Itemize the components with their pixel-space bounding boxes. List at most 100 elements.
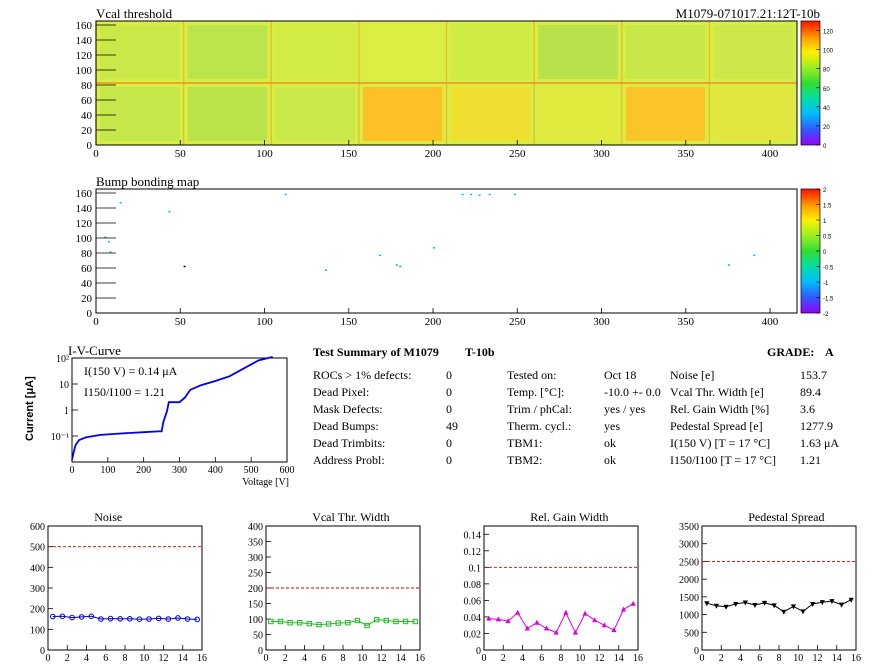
data-point xyxy=(306,620,313,627)
data-point xyxy=(268,618,274,625)
x-tick-label: 16 xyxy=(851,653,861,664)
data-point xyxy=(848,597,854,603)
x-tick-label: 0 xyxy=(93,148,99,160)
roc-tile xyxy=(713,25,793,79)
x-tick-label: 12 xyxy=(813,653,823,664)
data-point xyxy=(393,618,399,625)
dead-bump-point xyxy=(379,254,382,256)
palette-tick-label: 40 xyxy=(823,106,830,112)
iv-x-tick-label: 600 xyxy=(280,465,295,476)
y-tick-label: 80 xyxy=(81,248,93,260)
y-tick-label: 0 xyxy=(87,140,93,152)
y-tick-label: 0 xyxy=(40,646,45,657)
y-tick-label: 1500 xyxy=(679,593,699,604)
x-tick-label: 4 xyxy=(738,653,743,664)
vcal-palette-ticks: 0 20 40 60 80 100 120 xyxy=(816,30,834,150)
x-tick-label: 10 xyxy=(357,653,367,664)
y-tick-label: 3000 xyxy=(679,540,699,551)
y-tick-label: 100 xyxy=(76,233,93,245)
data-point xyxy=(325,621,332,627)
y-tick-label: 400 xyxy=(248,522,263,533)
data-point xyxy=(611,627,617,633)
x-tick-label: 350 xyxy=(678,148,695,160)
y-tick-label: 160 xyxy=(76,20,93,32)
data-point xyxy=(524,625,530,631)
data-point xyxy=(620,606,627,612)
summary-value: 1277.9 xyxy=(800,419,833,433)
data-point xyxy=(412,618,418,625)
palette-tick-label: -2 xyxy=(823,312,829,318)
vcal-palette-bar xyxy=(800,20,821,146)
x-tick-label: 6 xyxy=(539,653,544,664)
bump-color-palette: -2 -1.5 -1 -0.5 0 0.5 1 1.5 2 xyxy=(800,188,834,318)
data-point xyxy=(194,616,200,623)
iv-x-label: Voltage [V] xyxy=(242,477,289,488)
y-tick-label: 100 xyxy=(248,615,263,626)
data-point xyxy=(601,622,607,628)
summary-value: 1.21 xyxy=(800,453,821,467)
data-point xyxy=(592,617,598,623)
y-tick-label: 0.06 xyxy=(464,596,482,607)
x-tick-label: 0 xyxy=(264,653,269,664)
data-point xyxy=(790,604,797,610)
iv-x-tick-label: 100 xyxy=(100,465,115,476)
roc-tile xyxy=(362,87,443,141)
roc-tile xyxy=(275,87,355,141)
y-tick-label: 250 xyxy=(248,569,263,580)
summary-plot-title: Pedestal Spread xyxy=(748,510,824,524)
x-tick-label: 14 xyxy=(178,653,188,664)
y-tick-label: 20 xyxy=(81,125,93,137)
dead-bump-point xyxy=(470,193,473,196)
y-tick-label: 300 xyxy=(248,553,263,564)
palette-tick-label: 120 xyxy=(823,30,834,36)
data-point xyxy=(704,601,710,607)
iv-curve-frame xyxy=(71,357,288,463)
roc-tile xyxy=(538,87,618,141)
summary-value: 0 xyxy=(446,436,452,450)
dead-bump-point xyxy=(104,236,107,238)
roc-tile xyxy=(538,25,618,79)
summary-label: Rel. Gain Width [%] xyxy=(670,402,769,416)
data-point xyxy=(69,614,75,621)
summary-label: Tested on: xyxy=(507,368,556,382)
vcal-map-plot xyxy=(95,20,798,146)
y-tick-label: 2000 xyxy=(679,575,699,586)
x-tick-label: 6 xyxy=(103,653,108,664)
dead-bump-point xyxy=(478,194,481,196)
y-tick-label: 140 xyxy=(76,35,93,47)
bump-map-y-axis: 0 20 40 60 80 100 120 140 160 xyxy=(76,188,116,320)
summary-label: Noise [e] xyxy=(670,368,714,382)
summary-grade-label: GRADE: xyxy=(767,345,814,359)
x-tick-label: 8 xyxy=(777,653,782,664)
x-tick-label: 0 xyxy=(700,653,705,664)
dead-bump-point xyxy=(119,202,122,204)
y-tick-label: 50 xyxy=(253,631,263,642)
data-point xyxy=(723,604,729,610)
x-tick-label: 2 xyxy=(283,653,288,664)
series-line xyxy=(488,603,634,634)
data-point xyxy=(296,620,303,626)
data-point xyxy=(553,629,559,635)
x-tick-label: 8 xyxy=(123,653,128,664)
palette-tick-label: 100 xyxy=(823,49,834,55)
summary-label: TBM2: xyxy=(507,453,542,467)
data-point xyxy=(175,615,181,621)
summary-value: 0 xyxy=(446,385,452,399)
y-tick-label: 0.12 xyxy=(464,547,482,558)
y-tick-label: 40 xyxy=(81,278,93,290)
x-tick-label: 4 xyxy=(520,653,525,664)
bump-map-plot xyxy=(95,188,798,314)
y-tick-label: 0 xyxy=(694,646,699,657)
x-tick-label: 4 xyxy=(84,653,89,664)
x-tick-label: 200 xyxy=(425,316,442,328)
summary-label: Trim / phCal: xyxy=(507,402,572,416)
iv-curve-axes: 0 100 200 300 400 500 600 10⁻¹ 1 10 10² xyxy=(51,354,295,476)
y-tick-label: 60 xyxy=(81,263,93,275)
vcal-map-y-axis: 0 20 40 60 80 100 120 140 160 xyxy=(76,20,116,152)
data-point xyxy=(534,619,540,625)
y-tick-label: 500 xyxy=(30,543,45,554)
x-tick-label: 2 xyxy=(65,653,70,664)
x-tick-label: 6 xyxy=(321,653,326,664)
roc-tile xyxy=(100,87,180,141)
data-point xyxy=(165,616,172,622)
